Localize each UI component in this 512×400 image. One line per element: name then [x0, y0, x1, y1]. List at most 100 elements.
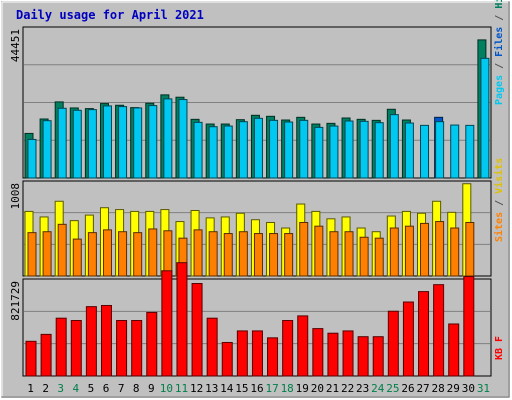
x-tick-label: 7	[118, 382, 125, 395]
bar-sites	[465, 221, 475, 277]
bar-pages	[329, 125, 339, 179]
bar-kb-f	[55, 317, 67, 377]
bar-pages	[163, 98, 173, 179]
chart-title: Daily usage for April 2021	[16, 8, 204, 22]
bar-pages	[465, 124, 475, 179]
bar-pages	[314, 126, 324, 179]
bar-sites	[253, 233, 263, 277]
bar-pages	[299, 119, 309, 179]
x-tick-label: 29	[447, 382, 460, 395]
bar-sites	[163, 230, 173, 277]
bar-pages	[118, 106, 128, 179]
bar-sites	[238, 231, 248, 277]
x-tick-label: 2	[42, 382, 49, 395]
legend-entry: Visits	[493, 158, 505, 194]
bar-kb-f	[433, 284, 445, 377]
bar-pages	[253, 117, 263, 179]
panel-visits-sites: 1008 Sites / Visits	[9, 158, 505, 277]
panels-group: 44451 Pages / Files / Hits 1008 Sites / Vis…	[9, 0, 505, 377]
bar-sites	[223, 233, 233, 277]
x-tick-label: 25	[386, 382, 399, 395]
x-tick-label: 30	[462, 382, 475, 395]
panel-kbytes: 821729 KB F	[9, 262, 505, 377]
bar-sites	[420, 222, 430, 277]
bar-pages	[27, 138, 37, 179]
bar-kb-f	[312, 328, 324, 377]
legend-entry: KB F	[494, 336, 505, 360]
bar-pages	[284, 121, 294, 179]
bar-pages	[420, 124, 430, 179]
bar-pages	[359, 120, 369, 179]
x-tick-label: 5	[88, 382, 95, 395]
bar-sites	[133, 232, 143, 277]
series-legend: Pages / Files / Hits	[493, 0, 505, 105]
bar-pages	[57, 107, 67, 179]
bar-sites	[72, 238, 82, 277]
bar-pages	[404, 122, 414, 179]
bar-sites	[404, 225, 414, 277]
bar-kb-f	[297, 315, 309, 377]
bar-pages	[389, 114, 399, 179]
bar-kb-f	[251, 330, 263, 377]
bar-kb-f	[25, 340, 37, 377]
legend-entry: /	[494, 194, 505, 212]
bar-kb-f	[40, 333, 52, 377]
bar-sites	[284, 233, 294, 277]
legend-entry: /	[494, 57, 505, 75]
bar-sites	[193, 229, 203, 277]
panel-hits-files-pages: 44451 Pages / Files / Hits	[9, 0, 505, 179]
series-legend: KB F	[494, 336, 505, 360]
x-tick-label: 27	[416, 382, 429, 395]
bar-sites	[269, 233, 279, 277]
bar-kb-f	[418, 291, 430, 377]
bar-sites	[374, 237, 384, 277]
x-tick-label: 13	[205, 382, 218, 395]
bar-sites	[57, 223, 67, 277]
x-tick-label: 8	[133, 382, 140, 395]
bar-kb-f	[387, 310, 399, 377]
bar-pages	[133, 107, 143, 179]
bar-pages	[208, 126, 218, 179]
bar-sites	[208, 231, 218, 277]
bar-kb-f	[206, 317, 218, 377]
bar-sites	[329, 231, 339, 277]
legend-entry: Pages	[494, 75, 505, 105]
bar-pages	[374, 122, 384, 179]
bar-kb-f	[146, 311, 158, 377]
bar-kb-f	[191, 283, 203, 377]
bar-kb-f	[70, 320, 82, 377]
bar-kb-f	[327, 332, 339, 377]
bar-kb-f	[100, 304, 112, 377]
legend-entry: Hits	[493, 0, 505, 9]
bar-kb-f	[221, 341, 233, 377]
bar-kb-f	[448, 323, 460, 377]
bar-pages	[238, 121, 248, 179]
x-tick-label: 28	[432, 382, 445, 395]
bar-kb-f	[463, 276, 475, 377]
x-tick-label: 4	[73, 382, 80, 395]
x-tick-label: 18	[281, 382, 294, 395]
bar-pages	[344, 120, 354, 179]
x-tick-label: 11	[175, 382, 188, 395]
bar-sites	[450, 227, 460, 277]
legend-entry: /	[494, 9, 505, 27]
bar-sites	[102, 229, 112, 277]
bar-sites	[299, 221, 309, 277]
bar-pages	[102, 105, 112, 179]
bar-kb-f	[176, 262, 188, 377]
bar-kb-f	[402, 301, 414, 377]
bar-kb-f	[342, 330, 354, 377]
legend-entry: Sites	[493, 212, 505, 242]
bar-kb-f	[236, 330, 248, 377]
x-axis-labels: 1 2 3 4 5 6 7 8 9 10 11 12 13 14 15 16 17 18 19 20 21 22 23 24 2…	[27, 382, 490, 395]
bar-sites	[148, 228, 158, 277]
x-tick-label: 17	[265, 382, 278, 395]
x-tick-label: 10	[160, 382, 173, 395]
bar-sites	[389, 227, 399, 277]
bar-sites	[314, 225, 324, 277]
x-tick-label: 23	[356, 382, 369, 395]
bar-pages	[72, 109, 82, 179]
x-tick-label: 3	[57, 382, 64, 395]
